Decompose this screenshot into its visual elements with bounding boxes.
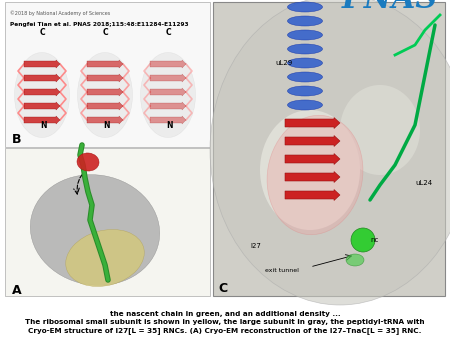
Text: the nascent chain in green, and an additional density ...: the nascent chain in green, and an addit… [110, 311, 340, 317]
Ellipse shape [30, 175, 160, 285]
Text: C: C [103, 28, 108, 37]
FancyArrow shape [24, 88, 60, 96]
FancyArrow shape [285, 153, 340, 165]
FancyArrow shape [150, 102, 186, 110]
Text: nc: nc [370, 237, 378, 243]
Text: Pengfei Tian et al. PNAS 2018;115:48:E11284-E11293: Pengfei Tian et al. PNAS 2018;115:48:E11… [10, 22, 189, 27]
Ellipse shape [288, 30, 323, 40]
Ellipse shape [14, 52, 69, 138]
Text: N: N [166, 121, 172, 130]
Text: The ribosomal small subunit is shown in yellow, the large subunit in gray, the p: The ribosomal small subunit is shown in … [25, 319, 425, 325]
Text: C: C [166, 28, 171, 37]
FancyArrow shape [150, 116, 186, 124]
FancyArrow shape [285, 171, 340, 183]
Text: C: C [218, 282, 227, 295]
Ellipse shape [140, 52, 195, 138]
Text: N: N [103, 121, 109, 130]
FancyBboxPatch shape [213, 2, 445, 296]
Ellipse shape [288, 72, 323, 82]
FancyArrow shape [285, 118, 340, 128]
Text: PNAS: PNAS [342, 0, 438, 15]
FancyArrow shape [87, 116, 123, 124]
FancyArrow shape [150, 74, 186, 82]
FancyArrow shape [24, 102, 60, 110]
Ellipse shape [267, 115, 363, 235]
Ellipse shape [288, 2, 323, 12]
FancyArrow shape [24, 74, 60, 82]
Text: uL29: uL29 [275, 60, 292, 66]
Ellipse shape [66, 230, 144, 287]
FancyArrow shape [87, 60, 123, 68]
FancyBboxPatch shape [5, 148, 210, 296]
FancyArrow shape [24, 116, 60, 124]
FancyArrow shape [285, 136, 340, 146]
Circle shape [351, 228, 375, 252]
Text: N: N [40, 121, 46, 130]
FancyBboxPatch shape [5, 2, 210, 147]
Text: exit tunnel: exit tunnel [265, 268, 299, 273]
Text: A: A [12, 284, 22, 297]
FancyArrow shape [24, 60, 60, 68]
Text: I27: I27 [250, 243, 261, 249]
Ellipse shape [288, 16, 323, 26]
FancyArrow shape [87, 102, 123, 110]
Ellipse shape [260, 110, 360, 230]
FancyArrow shape [87, 74, 123, 82]
Ellipse shape [77, 52, 132, 138]
Ellipse shape [210, 0, 450, 305]
Ellipse shape [288, 86, 323, 96]
FancyArrow shape [150, 88, 186, 96]
Ellipse shape [288, 100, 323, 110]
Text: ©2018 by National Academy of Sciences: ©2018 by National Academy of Sciences [10, 10, 110, 16]
Ellipse shape [288, 58, 323, 68]
Text: C: C [40, 28, 45, 37]
Text: uL24: uL24 [415, 180, 432, 186]
Text: B: B [12, 133, 22, 146]
Ellipse shape [77, 153, 99, 171]
Ellipse shape [346, 254, 364, 266]
Text: Cryo-EM structure of I27[L = 35] RNCs. (A) Cryo-EM reconstruction of the I27–Tna: Cryo-EM structure of I27[L = 35] RNCs. (… [28, 327, 422, 334]
Ellipse shape [340, 85, 420, 175]
FancyArrow shape [87, 88, 123, 96]
FancyArrow shape [150, 60, 186, 68]
Ellipse shape [288, 44, 323, 54]
FancyArrow shape [285, 190, 340, 200]
